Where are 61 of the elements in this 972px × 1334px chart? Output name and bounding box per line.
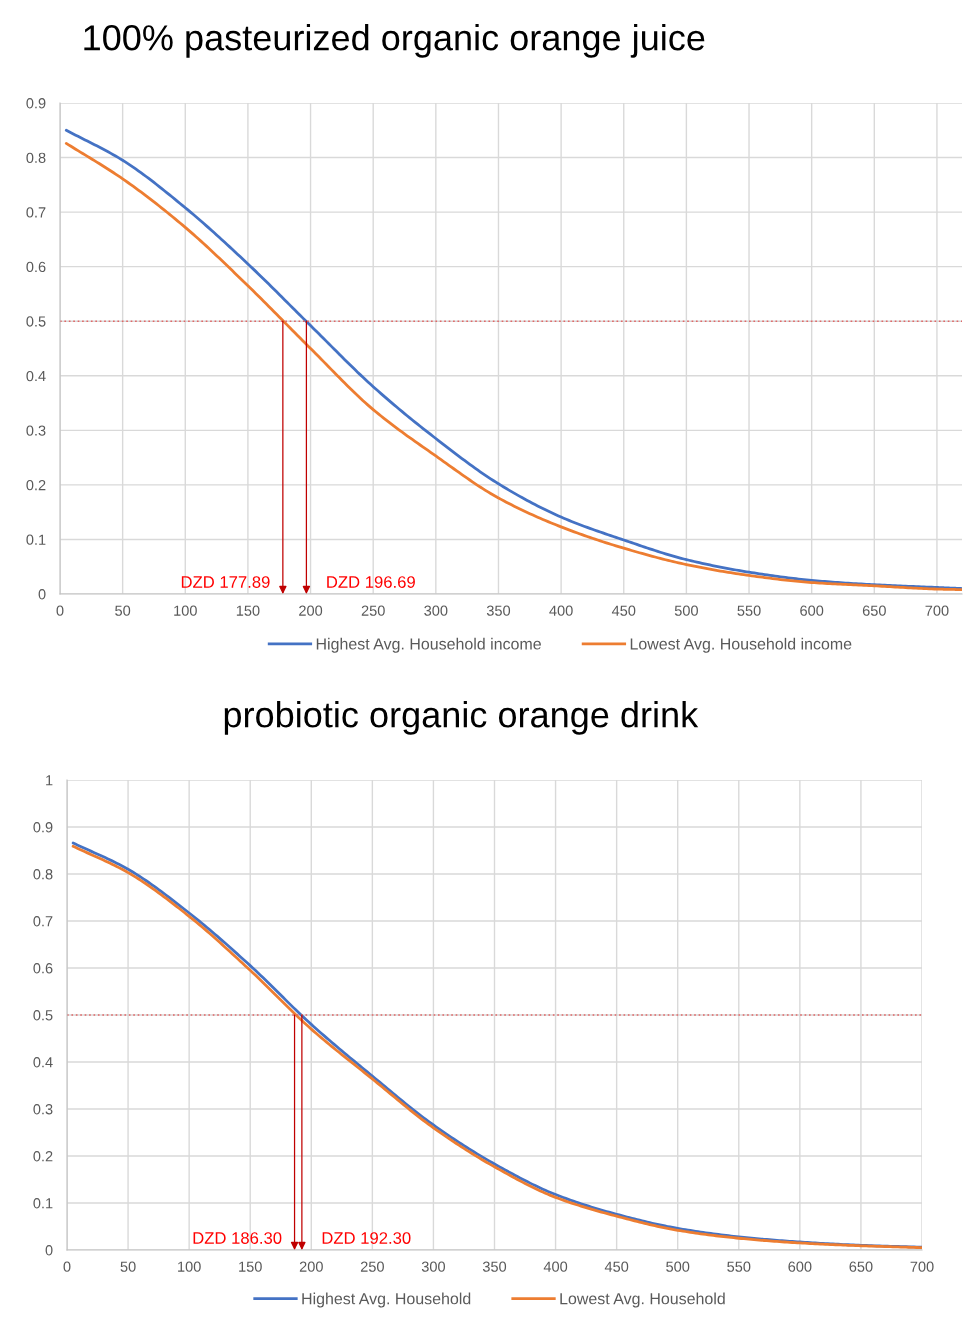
x-tick-label: 150 (239, 1261, 262, 1272)
x-tick-label: 350 (482, 1261, 507, 1272)
x-tick-label: 300 (424, 605, 448, 616)
x-tick-label: 200 (299, 605, 323, 616)
y-tick-label: 0.7 (33, 916, 53, 927)
x-tick-label: 650 (862, 605, 886, 616)
y-tick-label: 0 (38, 589, 46, 600)
x-tick-label: 0 (63, 1261, 71, 1272)
x-tick-label: 500 (674, 605, 698, 616)
x-tick-label: 550 (727, 1261, 751, 1272)
x-tick-label: 200 (299, 1261, 323, 1272)
x-tick-label: 350 (486, 605, 511, 616)
x-tick-label: 250 (361, 605, 385, 616)
x-tick-label: 600 (788, 1261, 812, 1272)
x-tick-label: 50 (115, 605, 131, 616)
x-tick-label: 50 (120, 1261, 136, 1272)
x-tick-label: 450 (604, 1261, 629, 1272)
y-tick-label: 0.5 (33, 1010, 53, 1021)
x-tick-label: 700 (910, 1261, 934, 1272)
annotation: DZD 186.30 (193, 1232, 282, 1244)
x-tick-label: 600 (800, 605, 824, 616)
y-tick-label: 0.3 (33, 1104, 53, 1115)
y-tick-label: 0.3 (26, 425, 46, 436)
y-tick-label: 0.2 (26, 479, 46, 491)
y-tick-label: 0.8 (33, 869, 53, 880)
x-tick-label: 400 (549, 605, 573, 616)
y-tick-label: 0.8 (26, 152, 46, 163)
y-tick-label: 0.6 (33, 963, 53, 974)
y-tick-label: 0.9 (26, 98, 46, 109)
legend-label: Highest Avg. Household (302, 1292, 471, 1308)
y-tick-label: 0.6 (26, 261, 46, 273)
y-tick-label: 1 (46, 775, 53, 786)
chart-title: probiotic organic orange drink (224, 701, 699, 735)
x-tick-label: 700 (925, 605, 949, 616)
x-tick-label: 100 (178, 1261, 201, 1272)
x-tick-label: 450 (611, 605, 636, 616)
x-tick-label: 0 (56, 605, 64, 616)
legend-label: Highest Avg. Household income (316, 637, 541, 653)
y-tick-label: 0.5 (26, 316, 46, 327)
legend-label: Lowest Avg. Household (560, 1292, 725, 1308)
y-tick-label: 0.9 (33, 822, 53, 833)
legend-label: Lowest Avg. Household income (630, 637, 852, 653)
x-tick-label: 650 (849, 1261, 873, 1272)
x-tick-label: 550 (737, 605, 761, 616)
chart-title: 100% pasteurized organic orange juice (84, 24, 705, 58)
x-tick-label: 100 (174, 605, 197, 616)
x-tick-label: 500 (666, 1261, 690, 1272)
y-tick-label: 0.4 (26, 370, 46, 382)
y-tick-label: 0.1 (33, 1198, 53, 1209)
y-tick-label: 0.1 (26, 534, 46, 545)
annotation: DZD 196.69 (327, 576, 415, 588)
y-tick-label: 0.2 (33, 1151, 53, 1162)
x-tick-label: 250 (360, 1261, 384, 1272)
annotation: DZD 177.89 (181, 576, 270, 588)
x-tick-label: 150 (236, 605, 260, 616)
x-tick-label: 300 (421, 1261, 446, 1272)
y-tick-label: 0.7 (26, 207, 46, 218)
x-tick-label: 400 (543, 1261, 568, 1272)
y-tick-label: 0.4 (33, 1057, 53, 1068)
annotation: DZD 192.30 (322, 1232, 411, 1244)
y-tick-label: 0 (45, 1245, 53, 1256)
